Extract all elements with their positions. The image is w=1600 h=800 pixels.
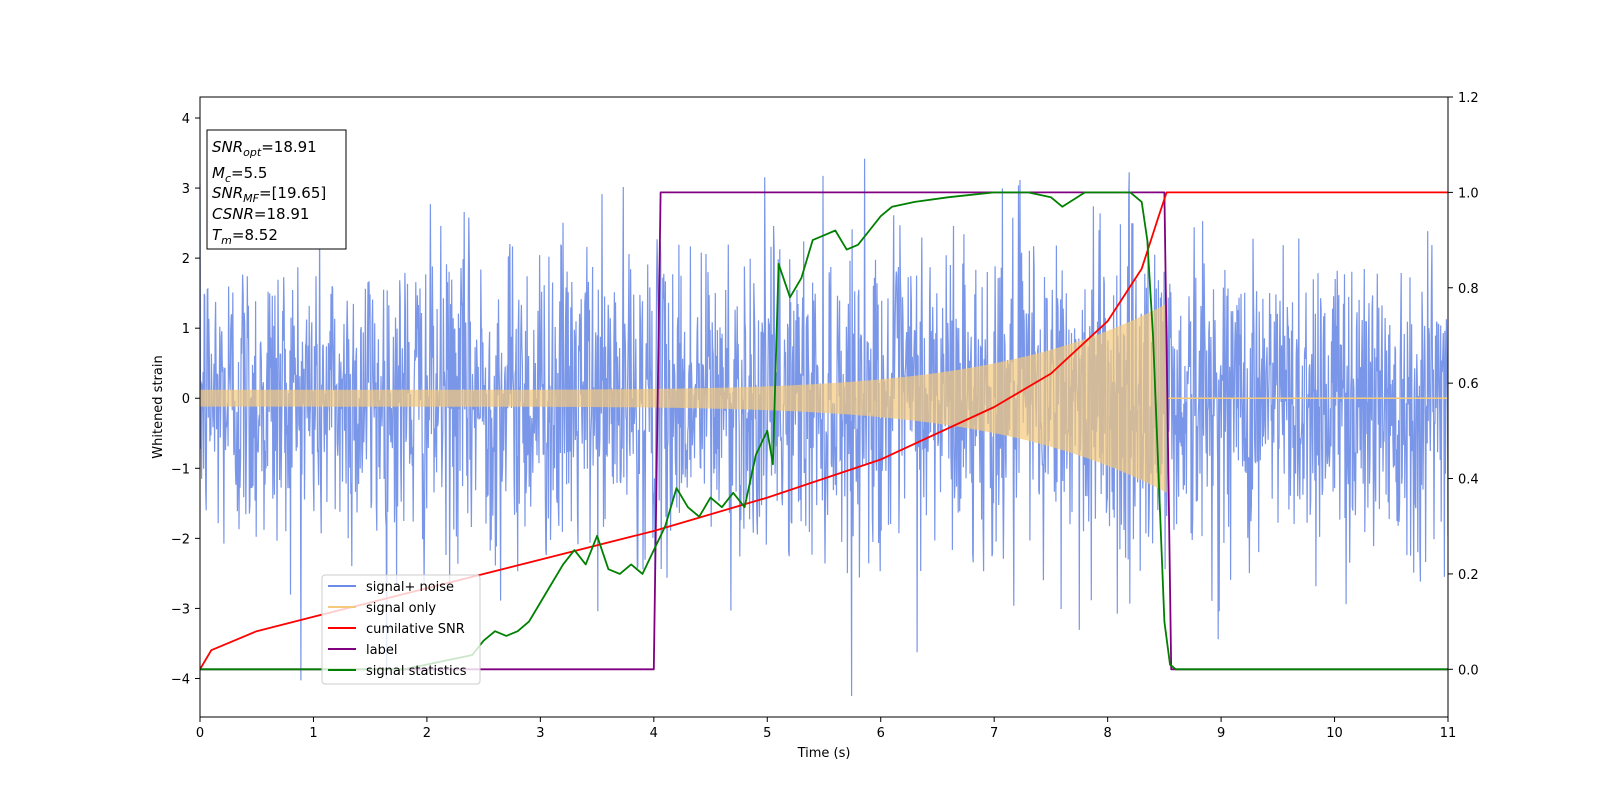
x-tick-label: 10 xyxy=(1326,726,1343,741)
axes-frame xyxy=(199,96,1449,718)
x-tick-label: 9 xyxy=(1217,726,1225,741)
y-axis-left: 4 3 2 1 0 −1 −2 −3 −4 xyxy=(171,112,200,687)
y-left-tick-label: 4 xyxy=(182,112,190,127)
stats-annotation-box: SNRopt=18.91 Mc=5.5 SNRMF=[19.65] CSNR=1… xyxy=(206,129,347,250)
y-left-tick-label: −2 xyxy=(171,532,190,547)
series-signal-statistics xyxy=(200,191,1448,671)
x-axis: 0 1 2 3 4 5 6 7 8 9 10 11 xyxy=(196,717,1456,741)
y-left-tick-label: −4 xyxy=(171,672,190,687)
legend-label: signal only xyxy=(366,601,436,616)
y-right-tick-label: 1.0 xyxy=(1458,186,1479,201)
y-left-tick-label: 2 xyxy=(182,252,190,267)
legend: signal+ noise signal only cumilative SNR la… xyxy=(321,574,481,685)
legend-label: signal statistics xyxy=(366,664,467,679)
legend-label: cumilative SNR xyxy=(366,622,465,637)
x-tick-label: 11 xyxy=(1440,726,1457,741)
legend-frame xyxy=(321,574,481,685)
legend-label: label xyxy=(366,643,397,658)
y-right-tick-label: 1.2 xyxy=(1458,91,1479,106)
x-tick-label: 0 xyxy=(196,726,204,741)
y-right-tick-label: 0.6 xyxy=(1458,377,1479,392)
annotation-snr-mf: SNRMF=[19.65] xyxy=(212,184,326,205)
annotation-frame xyxy=(206,129,347,250)
y-axis-title: Whitened strain xyxy=(151,355,166,458)
y-axis-right: 1.2 1.0 0.8 0.6 0.4 0.2 0.0 xyxy=(1448,91,1479,678)
y-right-tick-label: 0.2 xyxy=(1458,568,1479,583)
y-right-tick-label: 0.8 xyxy=(1458,282,1479,297)
x-axis-title: Time (s) xyxy=(797,746,851,761)
y-right-tick-label: 0.0 xyxy=(1458,663,1479,678)
x-tick-label: 5 xyxy=(763,726,771,741)
y-left-tick-label: −1 xyxy=(171,462,190,477)
y-right-tick-label: 0.4 xyxy=(1458,473,1479,488)
annotation-snr-opt: SNRopt=18.91 xyxy=(212,138,317,159)
legend-label: signal+ noise xyxy=(366,580,454,595)
annotation-tm: Tm=8.52 xyxy=(212,226,278,247)
x-tick-label: 2 xyxy=(423,726,431,741)
series-signal-only xyxy=(200,303,1167,493)
plot-area xyxy=(200,158,1448,697)
y-left-tick-label: 3 xyxy=(182,182,190,197)
y-left-tick-label: 0 xyxy=(182,392,190,407)
y-left-tick-label: 1 xyxy=(182,322,190,337)
annotation-mc: Mc=5.5 xyxy=(212,164,267,185)
x-tick-label: 7 xyxy=(990,726,998,741)
series-cumulative-snr xyxy=(200,191,1448,670)
x-tick-label: 4 xyxy=(650,726,658,741)
x-tick-label: 6 xyxy=(877,726,885,741)
x-tick-label: 8 xyxy=(1103,726,1111,741)
x-tick-label: 3 xyxy=(536,726,544,741)
x-tick-label: 1 xyxy=(309,726,317,741)
y-left-tick-label: −3 xyxy=(171,602,190,617)
annotation-csnr: CSNR=18.91 xyxy=(212,205,309,223)
